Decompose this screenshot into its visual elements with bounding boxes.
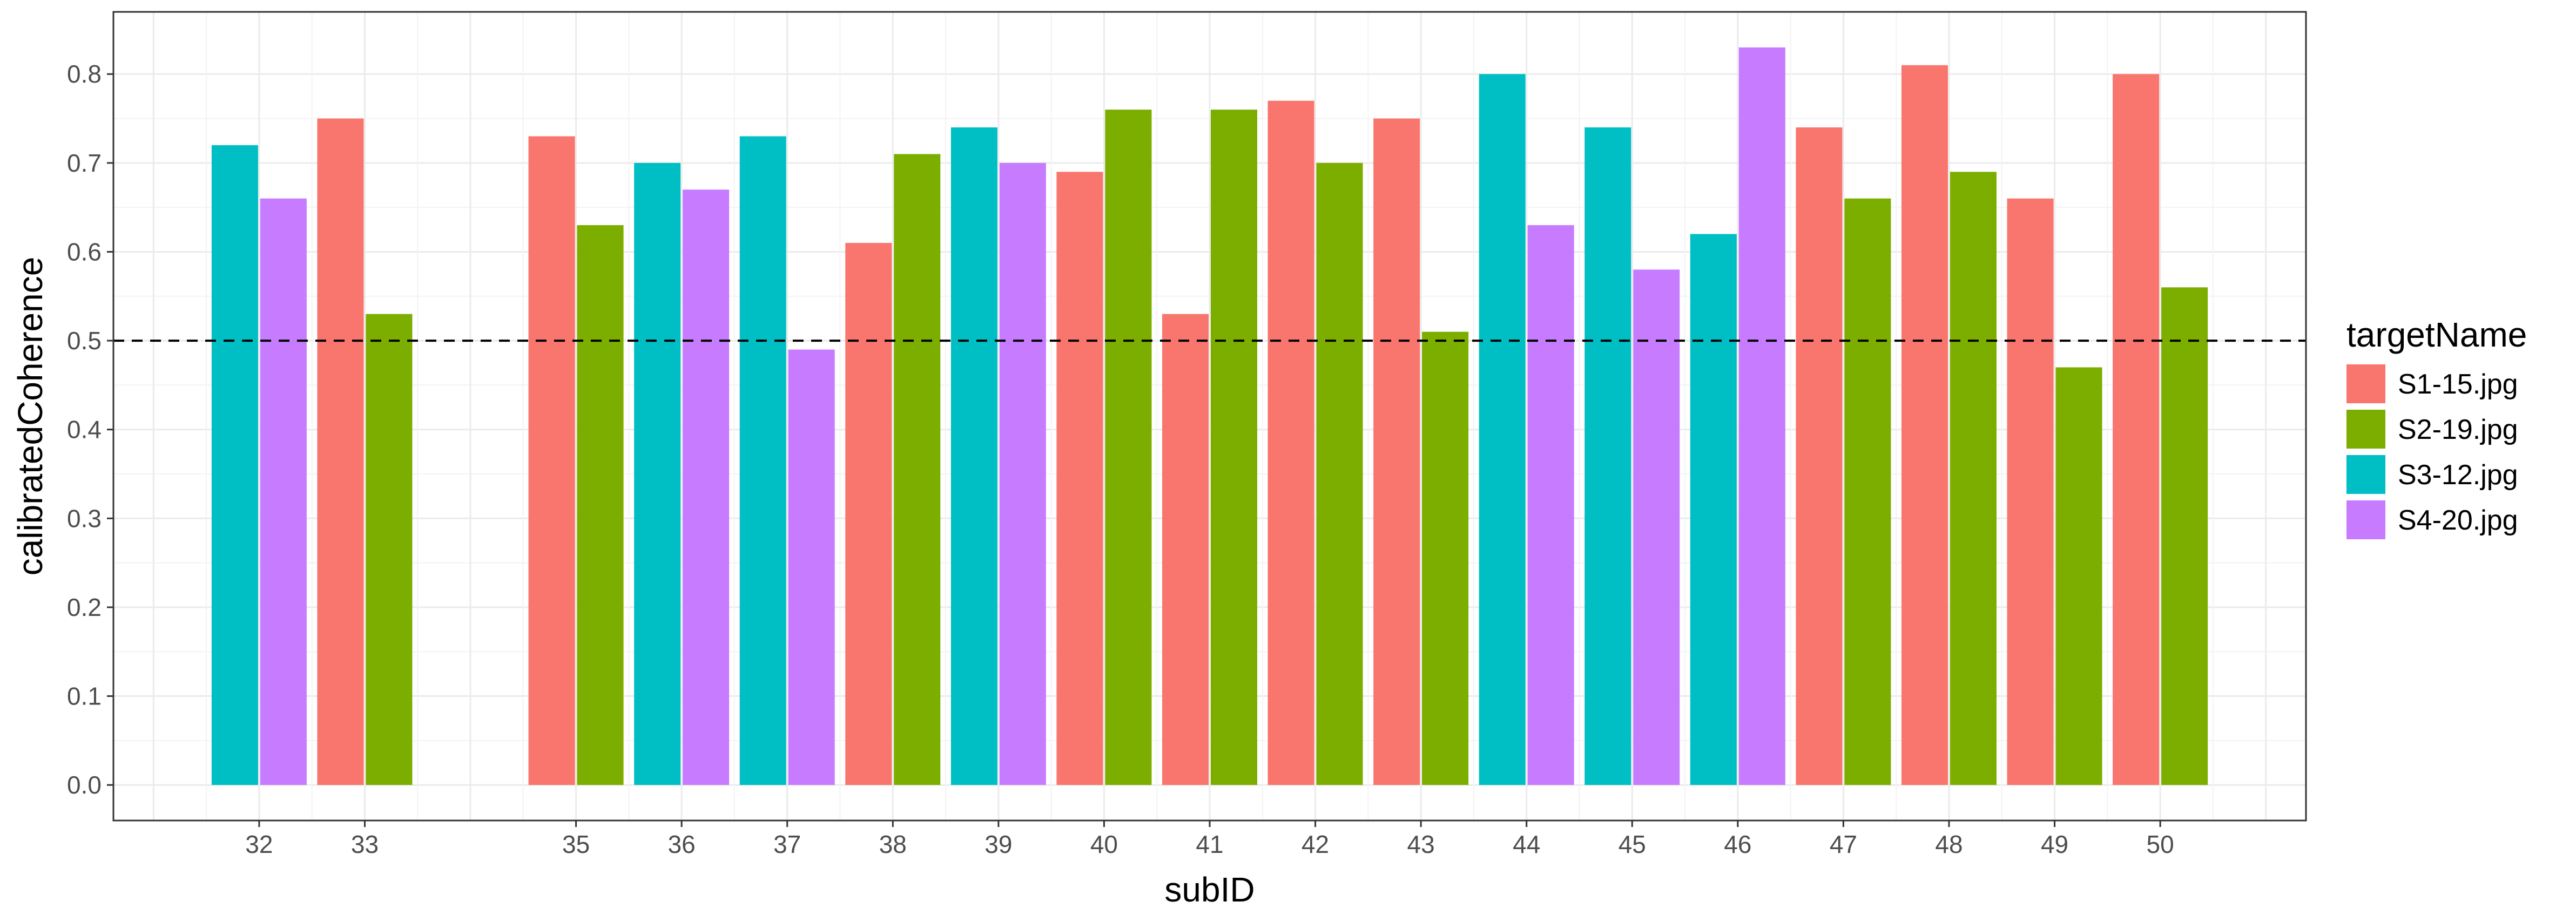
- y-tick-label: 0.2: [67, 593, 102, 621]
- x-tick-label: 37: [773, 830, 801, 858]
- x-tick-label: 33: [351, 830, 379, 858]
- bar-36-S4-20.jpg: [683, 189, 730, 785]
- legend-title: targetName: [2346, 315, 2527, 354]
- bar-38-S2-19.jpg: [894, 154, 941, 785]
- legend-label: S3-12.jpg: [2398, 459, 2518, 491]
- bar-47-S1-15.jpg: [1796, 127, 1843, 785]
- x-tick-label: 49: [2041, 830, 2068, 858]
- legend-key-S3-12.jpg: [2346, 455, 2385, 494]
- bar-49-S1-15.jpg: [2007, 198, 2054, 785]
- bar-43-S2-19.jpg: [1422, 331, 1469, 785]
- bar-38-S1-15.jpg: [845, 243, 892, 785]
- bars: [211, 47, 2208, 785]
- x-tick-label: 40: [1090, 830, 1118, 858]
- bar-35-S2-19.jpg: [577, 225, 624, 785]
- x-tick-label: 41: [1196, 830, 1223, 858]
- bar-36-S3-12.jpg: [634, 162, 681, 785]
- legend-key-S4-20.jpg: [2346, 500, 2385, 539]
- y-tick-label: 0.6: [67, 238, 102, 266]
- y-axis-title: calibratedCoherence: [11, 257, 50, 576]
- y-tick-label: 0.8: [67, 60, 102, 88]
- x-axis: 32 33 35 36 37 38 39 40 41 42 43 44 45 46 47 48 49 50: [245, 821, 2174, 858]
- bar-33-S1-15.jpg: [317, 118, 364, 785]
- bar-42-S1-15.jpg: [1267, 100, 1314, 785]
- bar-39-S3-12.jpg: [950, 127, 997, 785]
- legend-key-S1-15.jpg: [2346, 364, 2385, 403]
- x-tick-label: 47: [1830, 830, 1857, 858]
- bar-45-S3-12.jpg: [1584, 127, 1631, 785]
- bar-46-S3-12.jpg: [1690, 234, 1737, 785]
- bar-45-S4-20.jpg: [1633, 269, 1680, 785]
- y-tick-label: 0.4: [67, 416, 102, 444]
- x-tick-label: 43: [1407, 830, 1435, 858]
- bar-50-S1-15.jpg: [2113, 74, 2160, 785]
- bar-32-S4-20.jpg: [260, 198, 307, 785]
- x-tick-label: 42: [1302, 830, 1329, 858]
- x-tick-label: 32: [245, 830, 273, 858]
- y-tick-label: 0.1: [67, 682, 102, 710]
- bar-50-S2-19.jpg: [2161, 287, 2208, 785]
- x-tick-label: 44: [1513, 830, 1540, 858]
- x-tick-label: 36: [668, 830, 696, 858]
- bar-40-S1-15.jpg: [1056, 172, 1103, 785]
- x-tick-label: 35: [562, 830, 590, 858]
- y-tick-label: 0.5: [67, 327, 102, 355]
- bar-44-S3-12.jpg: [1479, 74, 1526, 785]
- y-tick-label: 0.0: [67, 771, 102, 799]
- x-tick-label: 39: [984, 830, 1012, 858]
- legend-label: S4-20.jpg: [2398, 505, 2518, 536]
- bar-37-S3-12.jpg: [739, 136, 786, 785]
- bar-40-S2-19.jpg: [1105, 110, 1152, 785]
- bar-47-S2-19.jpg: [1844, 198, 1891, 785]
- x-tick-label: 50: [2147, 830, 2174, 858]
- legend-label: S1-15.jpg: [2398, 369, 2518, 400]
- legend-key-S2-19.jpg: [2346, 410, 2385, 449]
- y-axis: 0.0 0.1 0.2 0.3 0.4 0.5 0.6 0.7 0.8: [67, 60, 113, 799]
- x-tick-label: 48: [1935, 830, 1963, 858]
- bar-32-S3-12.jpg: [211, 145, 258, 785]
- bar-41-S1-15.jpg: [1162, 314, 1209, 785]
- x-tick-label: 46: [1724, 830, 1751, 858]
- x-tick-label: 45: [1619, 830, 1646, 858]
- legend-label: S2-19.jpg: [2398, 414, 2518, 445]
- y-tick-label: 0.3: [67, 504, 102, 532]
- bar-48-S2-19.jpg: [1950, 172, 1997, 785]
- bar-41-S2-19.jpg: [1210, 110, 1258, 785]
- bar-37-S4-20.jpg: [788, 349, 835, 785]
- bar-42-S2-19.jpg: [1316, 162, 1363, 785]
- bar-48-S1-15.jpg: [1901, 65, 1948, 785]
- legend: targetName S1-15.jpg S2-19.jpg S3-12.jpg S4…: [2346, 315, 2527, 539]
- bar-44-S4-20.jpg: [1527, 225, 1574, 785]
- y-tick-label: 0.7: [67, 149, 102, 177]
- bar-35-S1-15.jpg: [528, 136, 575, 785]
- x-tick-label: 38: [879, 830, 907, 858]
- bar-33-S2-19.jpg: [366, 314, 413, 785]
- bar-43-S1-15.jpg: [1373, 118, 1420, 785]
- bar-46-S4-20.jpg: [1738, 47, 1785, 785]
- bar-49-S2-19.jpg: [2055, 367, 2102, 785]
- bar-39-S4-20.jpg: [999, 162, 1046, 785]
- x-axis-title: subID: [1164, 870, 1255, 909]
